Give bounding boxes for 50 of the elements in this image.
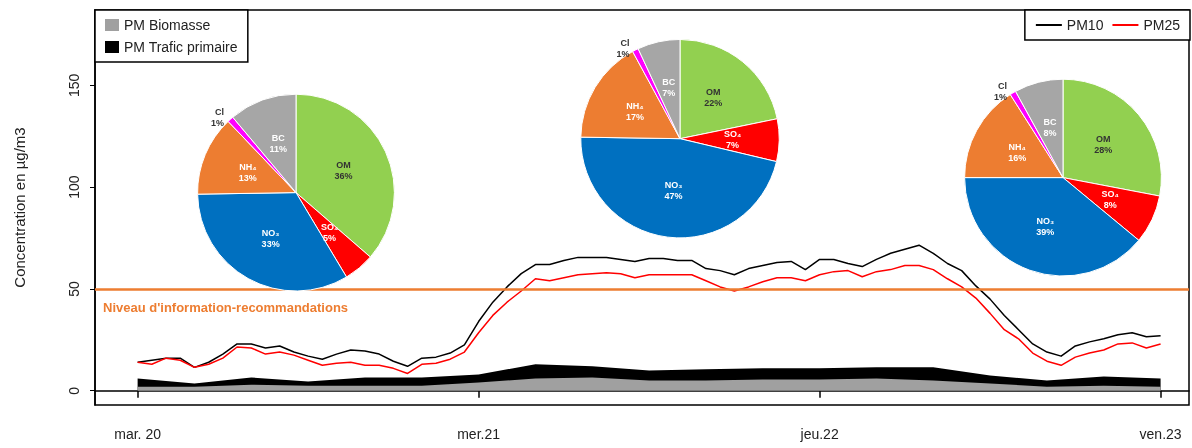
slice-label: SO₄ [723,129,742,139]
x-tick-label: jeu.22 [799,426,839,442]
data-label: 7% [662,87,676,98]
data-label: 16% [1008,152,1027,163]
data-label: 36% [334,171,353,182]
slice-label: NH₄ [239,161,257,172]
ref-line-label: Niveau d'information-recommandations [103,299,349,315]
slice-label: BC [1043,116,1058,127]
data-label: 11% [269,144,287,155]
y-tick-label: 0 [66,386,82,395]
slice-label: NO₃ [1036,216,1055,227]
legend-label: PM10 [1066,17,1104,33]
data-label: 13% [238,172,257,183]
slice-label: SO₄ [320,222,339,233]
slice-label: BC [271,133,286,144]
data-label: 1% [616,48,630,59]
data-label: 8% [1043,127,1057,138]
x-tick-label: mar. 20 [114,426,162,442]
slice-label: NO₃ [261,227,280,238]
data-label: 28% [1094,144,1113,155]
y-tick-label: 100 [66,175,82,199]
slice-label: NH₄ [1008,141,1026,152]
legend-label: PM Trafic primaire [124,39,238,55]
slice-label: BC [662,76,676,87]
data-label: 7% [726,140,740,150]
data-label: 47% [664,191,683,202]
y-tick-label: 150 [66,73,82,98]
slice-label: Cl [997,80,1007,91]
y-axis-title: Concentration en µg/m3 [11,127,28,288]
slice-label: NO₃ [664,180,683,191]
data-label: 39% [1036,227,1055,238]
data-label: 8% [1103,200,1117,211]
slice-label: OM [706,87,721,98]
data-label: 5% [323,233,337,244]
slice-label: Cl [620,37,630,48]
data-label: 1% [211,118,225,129]
slice-label: SO₄ [1101,189,1119,200]
y-tick-label: 50 [66,280,82,297]
slice-label: Cl [215,107,225,118]
data-label: 1% [993,91,1007,102]
data-label: 33% [261,238,280,249]
x-tick-label: ven.23 [1139,426,1182,442]
legend-label: PM25 [1143,17,1181,33]
slice-label: NH₄ [626,100,644,111]
slice-label: OM [336,160,351,171]
slice-label: OM [1095,133,1111,144]
data-label: 22% [704,98,723,109]
legend-label: PM Biomasse [124,17,211,33]
x-tick-label: mer.21 [457,426,501,442]
data-label: 17% [625,111,644,122]
